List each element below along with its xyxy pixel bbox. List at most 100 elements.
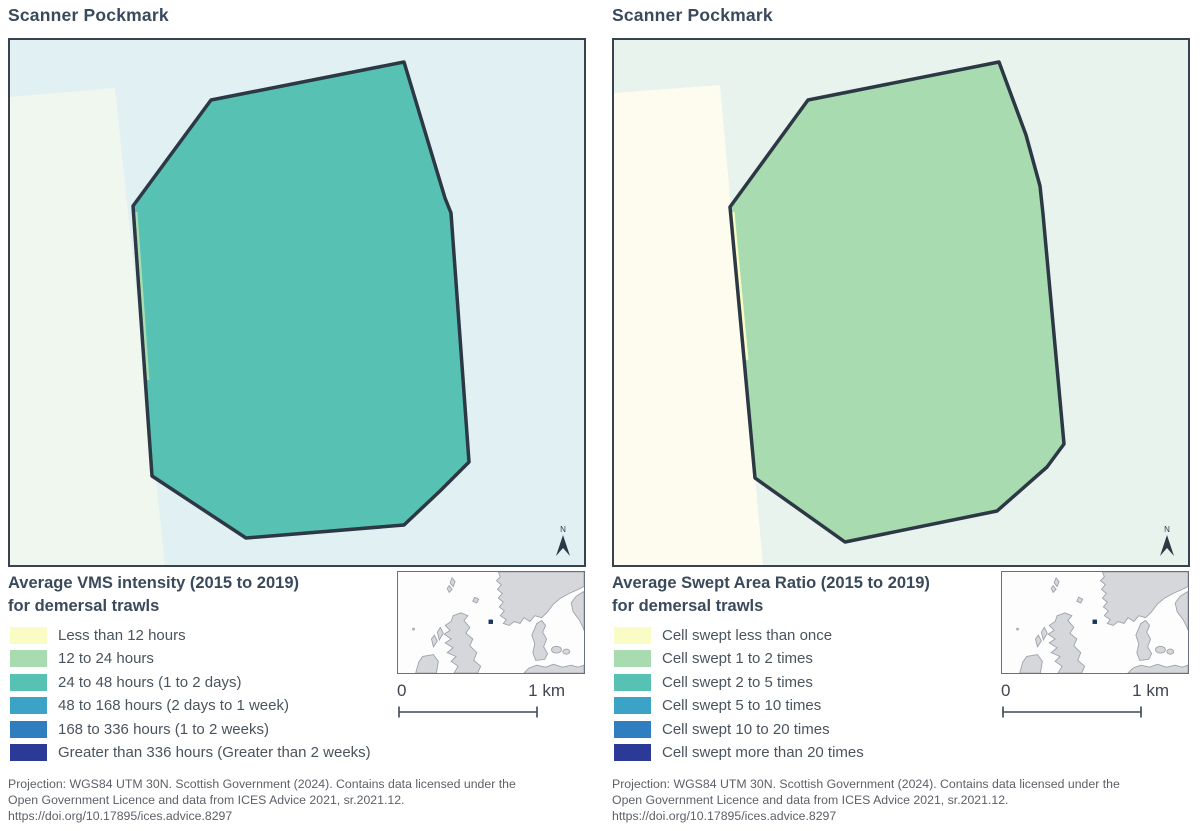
- panel-title: Scanner Pockmark: [8, 5, 169, 25]
- legend-label: 48 to 168 hours (2 days to 1 week): [58, 697, 289, 715]
- inset-hebrides: [1040, 626, 1048, 642]
- attribution-line: Open Government Licence and data from IC…: [8, 792, 405, 807]
- inset-locator-map: [397, 571, 585, 674]
- legend-item: Greater than 336 hours (Greater than 2 w…: [10, 743, 371, 761]
- legend-item: 48 to 168 hours (2 days to 1 week): [10, 697, 371, 715]
- inset-danish-isle: [562, 648, 571, 655]
- legend-item: Less than 12 hours: [10, 627, 371, 644]
- attribution: Projection: WGS84 UTM 30N. Scottish Gove…: [612, 777, 1120, 825]
- attribution-line: https://doi.org/10.17895/ices.advice.829…: [612, 808, 837, 823]
- map-canvas: N: [612, 38, 1190, 567]
- inset-great-britain: [443, 612, 482, 674]
- inset-danish-isle: [551, 645, 562, 654]
- legend-swatch: [10, 743, 47, 761]
- inset-shetland: [1053, 576, 1060, 588]
- inset-denmark: [1135, 619, 1153, 661]
- legend-label: 12 to 24 hours: [58, 650, 154, 668]
- legend-label: 168 to 336 hours (1 to 2 weeks): [58, 720, 269, 738]
- legend-swatch: [614, 697, 651, 715]
- inset-orkney: [472, 596, 480, 604]
- legend-label: 24 to 48 hours (1 to 2 days): [58, 673, 242, 691]
- inset-germany-coast: [522, 663, 585, 674]
- panel-swept-area-ratio: Scanner Pockmark N Average Swept Area Ra…: [612, 0, 1190, 831]
- inset-svg: [1016, 571, 1189, 674]
- inset-norway: [495, 571, 585, 626]
- inset-great-britain: [1047, 612, 1086, 674]
- attribution-line: https://doi.org/10.17895/ices.advice.829…: [8, 808, 233, 823]
- inset-locator-map: [1001, 571, 1189, 674]
- legend-item: 168 to 336 hours (1 to 2 weeks): [10, 720, 371, 738]
- legend: Less than 12 hours 12 to 24 hours 24 to …: [10, 627, 371, 767]
- map-canvas: N: [8, 38, 586, 567]
- scalebar-line: [398, 706, 538, 718]
- inset-islet: [1016, 627, 1019, 631]
- inset-site-marker: [1092, 619, 1097, 624]
- attribution-line: Open Government Licence and data from IC…: [612, 792, 1009, 807]
- background-zone: [614, 85, 763, 565]
- scalebar-start-label: 0: [397, 681, 407, 700]
- north-arrow-icon: N: [556, 525, 570, 556]
- legend-label: Cell swept 1 to 2 times: [662, 650, 813, 668]
- panel-vms-intensity: Scanner Pockmark N Average VMS intensity…: [8, 0, 586, 831]
- legend-item: Cell swept 5 to 10 times: [614, 697, 864, 715]
- legend-swatch: [614, 720, 651, 738]
- legend-item: Cell swept 2 to 5 times: [614, 673, 864, 691]
- scalebar-end-label: 1 km: [528, 681, 565, 700]
- legend-item: Cell swept more than 20 times: [614, 743, 864, 761]
- pockmark-polygon-fill: [730, 62, 1064, 542]
- legend-label: Cell swept more than 20 times: [662, 743, 864, 761]
- inset-danish-isle: [1166, 648, 1175, 655]
- legend-label: Cell swept 10 to 20 times: [662, 720, 830, 738]
- inset-germany-coast: [1126, 663, 1189, 674]
- north-label: N: [1164, 525, 1170, 534]
- legend-label: Cell swept 5 to 10 times: [662, 697, 822, 715]
- legend-swatch: [10, 673, 47, 691]
- pockmark-polygon-outline: [131, 60, 471, 540]
- inset-islet: [412, 627, 415, 631]
- north-arrow-glyph: [1160, 535, 1174, 556]
- legend-swatch: [614, 743, 651, 761]
- scalebar-line: [1002, 706, 1142, 718]
- north-arrow-icon: N: [1160, 525, 1174, 556]
- legend-item: Cell swept less than once: [614, 627, 864, 644]
- inset-coastline: [412, 571, 585, 674]
- inset-orkney: [1076, 596, 1084, 604]
- background-zone: [10, 88, 165, 565]
- north-arrow-glyph: [556, 535, 570, 556]
- legend: Cell swept less than once Cell swept 1 t…: [614, 627, 864, 767]
- inset-ireland: [1019, 654, 1043, 674]
- map-svg: N: [10, 40, 584, 565]
- legend-label: Greater than 336 hours (Greater than 2 w…: [58, 743, 371, 761]
- attribution-line: Projection: WGS84 UTM 30N. Scottish Gove…: [612, 777, 1120, 791]
- attribution: Projection: WGS84 UTM 30N. Scottish Gove…: [8, 777, 516, 825]
- inset-danish-isle: [1155, 645, 1166, 654]
- legend-item: 24 to 48 hours (1 to 2 days): [10, 673, 371, 691]
- scalebar-start-label: 0: [1001, 681, 1011, 700]
- inset-shetland: [446, 584, 453, 594]
- inset-norway: [1099, 571, 1189, 626]
- legend-swatch: [10, 720, 47, 738]
- inset-sweden: [570, 590, 585, 631]
- legend-label: Less than 12 hours: [58, 627, 186, 644]
- legend-swatch: [10, 627, 47, 644]
- legend-item: 12 to 24 hours: [10, 650, 371, 668]
- north-label: N: [560, 525, 566, 534]
- legend-item: Cell swept 1 to 2 times: [614, 650, 864, 668]
- legend-label: Cell swept 2 to 5 times: [662, 673, 813, 691]
- legend-label: Cell swept less than once: [662, 627, 833, 644]
- inset-site-marker: [488, 619, 493, 624]
- inset-hebrides: [1034, 634, 1042, 648]
- inset-denmark: [531, 619, 549, 661]
- scalebar-end-label: 1 km: [1132, 681, 1169, 700]
- inset-sweden: [1174, 590, 1189, 631]
- inset-svg: [412, 571, 585, 674]
- inset-hebrides: [436, 626, 444, 642]
- inset-shetland: [1050, 584, 1057, 594]
- legend-swatch: [614, 673, 651, 691]
- inset-hebrides: [430, 634, 438, 648]
- inset-ireland: [415, 654, 439, 674]
- inset-coastline: [1016, 571, 1189, 674]
- legend-title: Average VMS intensity (2015 to 2019) for…: [8, 574, 300, 615]
- map-svg: N: [614, 40, 1188, 565]
